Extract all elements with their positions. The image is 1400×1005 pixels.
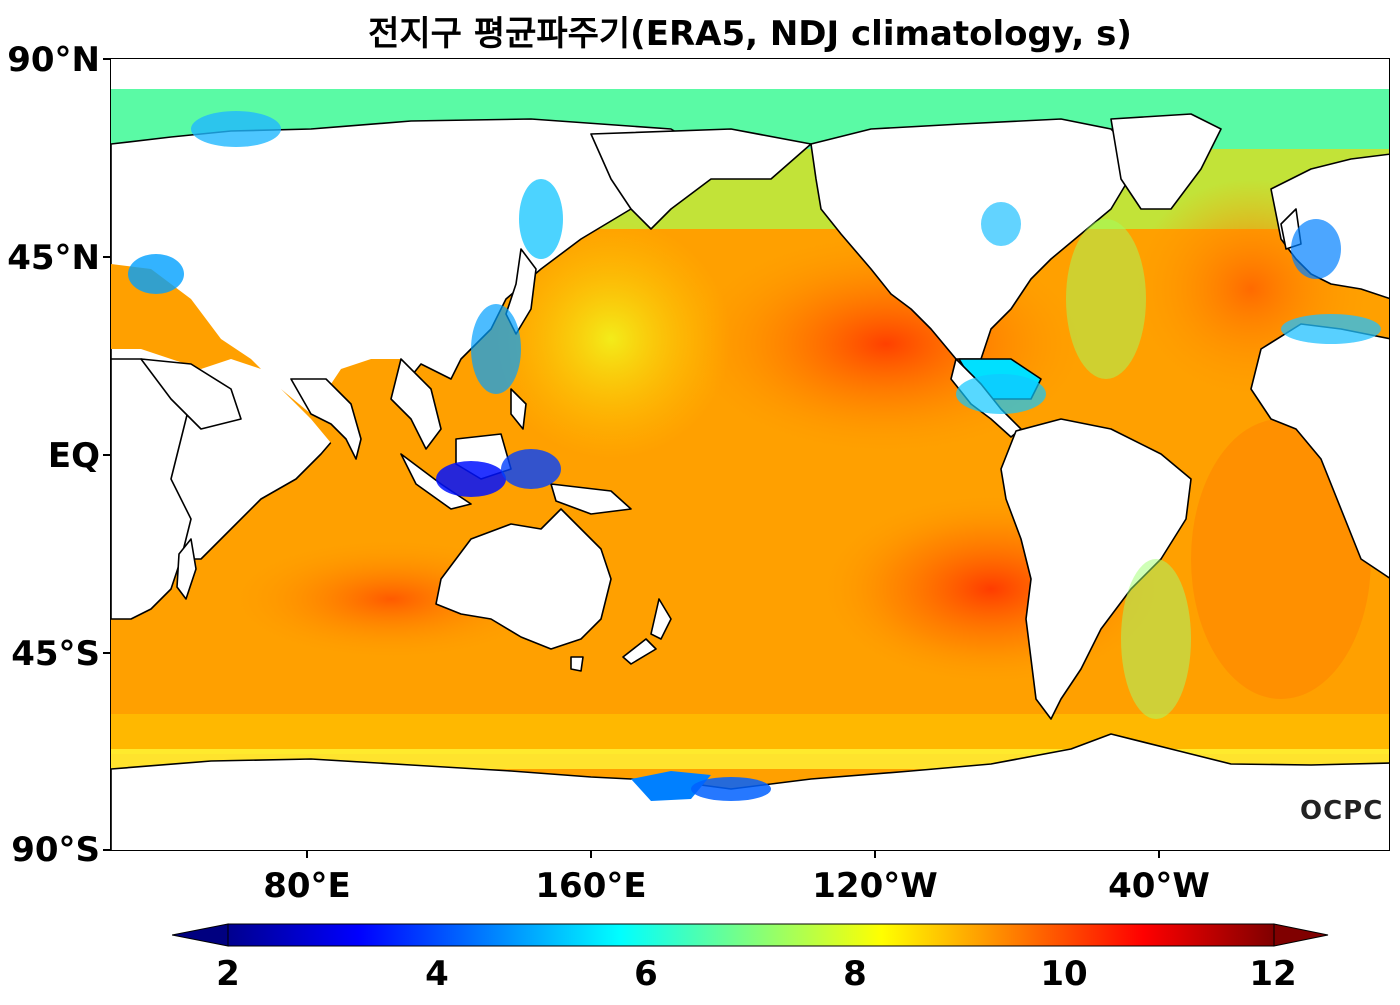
- lat-label-90n: 90°N: [7, 40, 100, 80]
- colorbar-tick-4: 4: [425, 954, 449, 994]
- lon-tick: [1158, 851, 1160, 858]
- lon-label-40w: 40°W: [1108, 866, 1210, 906]
- colorbar-tick-10: 10: [1040, 954, 1088, 994]
- colorbar-gradient: [227, 923, 1275, 947]
- colorbar-tick-12: 12: [1249, 954, 1297, 994]
- lat-tick: [103, 256, 110, 258]
- colorbar-tick-8: 8: [843, 954, 867, 994]
- lat-tick: [103, 849, 110, 851]
- map-title: 전지구 평균파주기(ERA5, NDJ climatology, s): [368, 14, 1132, 54]
- lon-label-80e: 80°E: [263, 866, 351, 906]
- lon-tick: [590, 851, 592, 858]
- map-canvas: [111, 59, 1389, 850]
- ocpc-logo: OCPC: [1300, 796, 1384, 826]
- lat-label-90s: 90°S: [11, 830, 100, 870]
- lat-label-45n: 45°N: [7, 238, 100, 278]
- colorbar-tick-6: 6: [634, 954, 658, 994]
- lat-tick: [103, 652, 110, 654]
- lon-tick: [306, 851, 308, 858]
- lon-label-120w: 120°W: [812, 866, 938, 906]
- lat-label-45s: 45°S: [11, 634, 100, 674]
- wave-period-map: [110, 58, 1390, 851]
- lat-tick: [103, 58, 110, 60]
- colorbar: [171, 920, 1332, 954]
- lon-label-160e: 160°E: [535, 866, 647, 906]
- lat-label-eq: EQ: [47, 436, 100, 476]
- lon-tick: [874, 851, 876, 858]
- lat-tick: [103, 454, 110, 456]
- colorbar-tick-2: 2: [216, 954, 240, 994]
